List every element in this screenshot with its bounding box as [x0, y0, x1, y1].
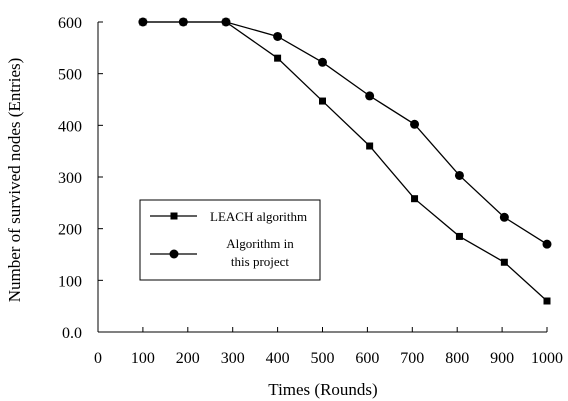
data-point [274, 54, 282, 62]
data-point [411, 195, 419, 203]
data-point [499, 212, 509, 222]
legend-label-line: this project [231, 254, 290, 269]
x-tick-label: 300 [221, 350, 245, 367]
y-tick-label: 300 [58, 170, 82, 187]
data-point [542, 239, 552, 249]
series-line [142, 21, 548, 245]
x-tick-label: 600 [355, 350, 379, 367]
x-tick-label: 500 [311, 350, 335, 367]
legend-label-line: Algorithm in [226, 236, 294, 251]
x-tick-label: 700 [400, 350, 424, 367]
x-tick-label: 800 [445, 350, 469, 367]
x-axis-title: Times (Rounds) [268, 380, 377, 399]
series-layer [138, 17, 552, 305]
data-point [543, 297, 551, 305]
y-tick-label: 100 [58, 273, 82, 290]
data-point [318, 57, 327, 67]
data-point [221, 17, 231, 27]
legend-marker [169, 249, 179, 259]
y-tick-label: 600 [58, 15, 82, 32]
axes: 0 100 200 300 400 500 600 700 800 900 1000 0.0 100 20… [58, 15, 563, 367]
legend-box [139, 199, 321, 281]
data-point [410, 119, 420, 129]
data-point [319, 97, 326, 105]
legend-label: Algorithm in this project [226, 236, 294, 269]
data-point [454, 170, 464, 180]
data-point [273, 31, 283, 41]
x-tick-label: 100 [131, 350, 155, 367]
y-tick-label: 500 [58, 67, 82, 84]
data-point [138, 17, 148, 27]
y-tick-label: 200 [58, 222, 82, 239]
x-tick-label: 400 [266, 350, 290, 367]
legend-label: LEACH algorithm [210, 209, 307, 224]
y-axis-title: Number of survived nodes (Entries) [5, 58, 24, 303]
x-tick-label: 1000 [531, 350, 563, 367]
legend: LEACH algorithm Algorithm in this project [139, 199, 321, 281]
x-tick-label: 0 [94, 350, 102, 367]
data-point [500, 258, 508, 266]
data-point [455, 232, 463, 240]
x-tick-label: 900 [490, 350, 514, 367]
y-tick-label: 0.0 [62, 325, 82, 342]
series-proposed [138, 17, 552, 249]
x-tick-label: 200 [176, 350, 200, 367]
y-tick-label: 400 [58, 118, 82, 135]
data-point [178, 17, 188, 27]
data-point [365, 91, 375, 101]
data-point [366, 142, 374, 150]
legend-marker [170, 212, 178, 220]
